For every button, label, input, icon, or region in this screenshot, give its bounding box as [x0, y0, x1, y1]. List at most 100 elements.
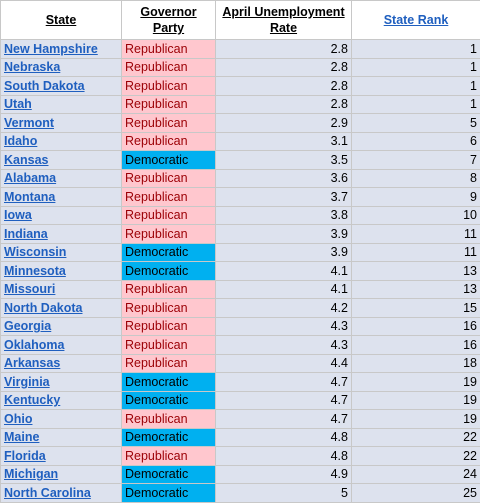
state-link[interactable]: Minnesota	[4, 264, 66, 278]
state-link[interactable]: Missouri	[4, 282, 55, 296]
governor-party-cell: Republican	[122, 188, 216, 207]
state-link[interactable]: New Hampshire	[4, 42, 98, 56]
state-link[interactable]: North Dakota	[4, 301, 82, 315]
state-link[interactable]: Florida	[4, 449, 46, 463]
state-link[interactable]: Indiana	[4, 227, 48, 241]
state-rank-cell: 22	[352, 428, 480, 447]
state-cell: Wisconsin	[1, 243, 122, 262]
unemployment-rate-cell: 2.8	[216, 58, 352, 77]
state-link[interactable]: Kansas	[4, 153, 48, 167]
unemployment-rate-cell: 4.3	[216, 336, 352, 355]
state-link[interactable]: South Dakota	[4, 79, 85, 93]
state-rank-cell: 11	[352, 243, 480, 262]
state-link[interactable]: Idaho	[4, 134, 37, 148]
state-link[interactable]: Kentucky	[4, 393, 60, 407]
state-rank-cell: 16	[352, 317, 480, 336]
header-state[interactable]: State	[1, 1, 122, 40]
unemployment-rate-cell: 4.8	[216, 428, 352, 447]
state-cell: Florida	[1, 447, 122, 466]
governor-party-cell: Democratic	[122, 428, 216, 447]
state-cell: Iowa	[1, 206, 122, 225]
state-link[interactable]: Nebraska	[4, 60, 60, 74]
state-rank-cell: 7	[352, 151, 480, 170]
state-cell: Missouri	[1, 280, 122, 299]
unemployment-rate-cell: 3.9	[216, 225, 352, 244]
state-link[interactable]: Arkansas	[4, 356, 60, 370]
state-rank-cell: 19	[352, 373, 480, 392]
unemployment-rate-cell: 3.6	[216, 169, 352, 188]
header-governor-party[interactable]: Governor Party	[122, 1, 216, 40]
unemployment-rate-cell: 3.8	[216, 206, 352, 225]
state-rank-cell: 1	[352, 58, 480, 77]
state-link[interactable]: Maine	[4, 430, 39, 444]
governor-party-cell: Republican	[122, 95, 216, 114]
state-rank-cell: 13	[352, 280, 480, 299]
state-cell: Virginia	[1, 373, 122, 392]
unemployment-rate-cell: 4.7	[216, 373, 352, 392]
state-link[interactable]: Georgia	[4, 319, 51, 333]
state-link[interactable]: Iowa	[4, 208, 32, 222]
state-cell: Nebraska	[1, 58, 122, 77]
state-link[interactable]: Ohio	[4, 412, 32, 426]
state-link[interactable]: Utah	[4, 97, 32, 111]
state-rank-cell: 11	[352, 225, 480, 244]
state-rank-cell: 10	[352, 206, 480, 225]
state-link[interactable]: Alabama	[4, 171, 56, 185]
header-state-rank[interactable]: State Rank	[352, 1, 480, 40]
unemployment-rate-cell: 4.7	[216, 410, 352, 429]
state-cell: North Carolina	[1, 484, 122, 503]
state-link[interactable]: Michigan	[4, 467, 58, 481]
governor-party-cell: Republican	[122, 299, 216, 318]
governor-party-cell: Republican	[122, 132, 216, 151]
governor-party-cell: Republican	[122, 58, 216, 77]
state-link[interactable]: Virginia	[4, 375, 50, 389]
governor-party-cell: Republican	[122, 169, 216, 188]
governor-party-cell: Republican	[122, 336, 216, 355]
state-rank-cell: 18	[352, 354, 480, 373]
governor-party-cell: Democratic	[122, 484, 216, 503]
state-link[interactable]: Wisconsin	[4, 245, 66, 259]
unemployment-rate-cell: 2.8	[216, 40, 352, 59]
governor-party-cell: Democratic	[122, 373, 216, 392]
governor-party-cell: Republican	[122, 225, 216, 244]
unemployment-rate-cell: 4.1	[216, 262, 352, 281]
governor-party-cell: Republican	[122, 354, 216, 373]
state-rank-cell: 8	[352, 169, 480, 188]
unemployment-rate-cell: 4.1	[216, 280, 352, 299]
state-rank-cell: 19	[352, 391, 480, 410]
governor-party-cell: Republican	[122, 410, 216, 429]
state-link[interactable]: Vermont	[4, 116, 54, 130]
state-rank-cell: 13	[352, 262, 480, 281]
unemployment-rate-cell: 3.7	[216, 188, 352, 207]
state-cell: Kansas	[1, 151, 122, 170]
governor-party-cell: Republican	[122, 40, 216, 59]
header-unemployment-rate[interactable]: April Unemployment Rate	[216, 1, 352, 40]
state-link[interactable]: Montana	[4, 190, 55, 204]
state-rank-cell: 5	[352, 114, 480, 133]
governor-party-cell: Republican	[122, 280, 216, 299]
state-link[interactable]: North Carolina	[4, 486, 91, 500]
state-link[interactable]: Oklahoma	[4, 338, 64, 352]
state-rank-cell: 24	[352, 465, 480, 484]
unemployment-rate-cell: 4.2	[216, 299, 352, 318]
header-row: State Governor Party April Unemployment …	[1, 1, 480, 40]
